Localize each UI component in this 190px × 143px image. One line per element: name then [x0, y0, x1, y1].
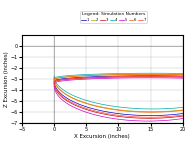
Line: 1: 1: [54, 76, 190, 116]
4: [152, 72, 154, 74]
1: [149, 75, 152, 77]
5: [152, 77, 154, 79]
3: [153, 76, 156, 78]
2: [156, 73, 158, 75]
7: [106, 76, 108, 78]
2: [150, 73, 153, 75]
Line: 5: 5: [54, 78, 190, 121]
3: [144, 117, 146, 119]
Line: 7: 7: [54, 76, 190, 117]
5: [143, 120, 146, 122]
4: [53, 77, 55, 79]
6: [53, 79, 55, 81]
6: [150, 111, 152, 113]
3: [148, 76, 150, 78]
6: [146, 111, 148, 113]
Line: 6: 6: [54, 75, 190, 112]
4: [157, 72, 159, 74]
3: [106, 76, 108, 78]
2: [150, 111, 153, 113]
2: [53, 78, 55, 80]
Y-axis label: Z Excursion (inches): Z Excursion (inches): [4, 51, 9, 107]
4: [148, 108, 150, 110]
2: [146, 111, 149, 113]
4: [152, 108, 154, 110]
Line: 3: 3: [54, 77, 190, 118]
1: [154, 75, 157, 77]
1: [53, 80, 55, 82]
5: [53, 82, 55, 84]
1: [149, 115, 152, 116]
5: [147, 120, 149, 122]
3: [53, 82, 55, 84]
4: [53, 75, 55, 77]
3: [148, 117, 150, 119]
6: [155, 74, 157, 75]
Legend: 1, 2, 3, 4, 5, 6, 7: 1, 2, 3, 4, 5, 6, 7: [80, 11, 147, 23]
1: [145, 115, 148, 116]
5: [147, 77, 149, 79]
2: [107, 74, 109, 76]
5: [53, 85, 55, 86]
4: [108, 73, 110, 75]
1: [107, 75, 109, 77]
1: [53, 80, 55, 82]
Line: 4: 4: [54, 73, 190, 109]
X-axis label: X Excursion (inches): X Excursion (inches): [74, 134, 130, 139]
7: [149, 116, 151, 118]
6: [107, 74, 109, 76]
7: [53, 81, 55, 83]
Line: 2: 2: [54, 74, 190, 112]
5: [105, 78, 108, 79]
7: [145, 116, 147, 118]
7: [149, 75, 151, 77]
6: [150, 74, 152, 75]
7: [154, 75, 156, 77]
2: [53, 77, 55, 79]
7: [53, 81, 55, 82]
6: [53, 77, 55, 79]
3: [53, 81, 55, 83]
